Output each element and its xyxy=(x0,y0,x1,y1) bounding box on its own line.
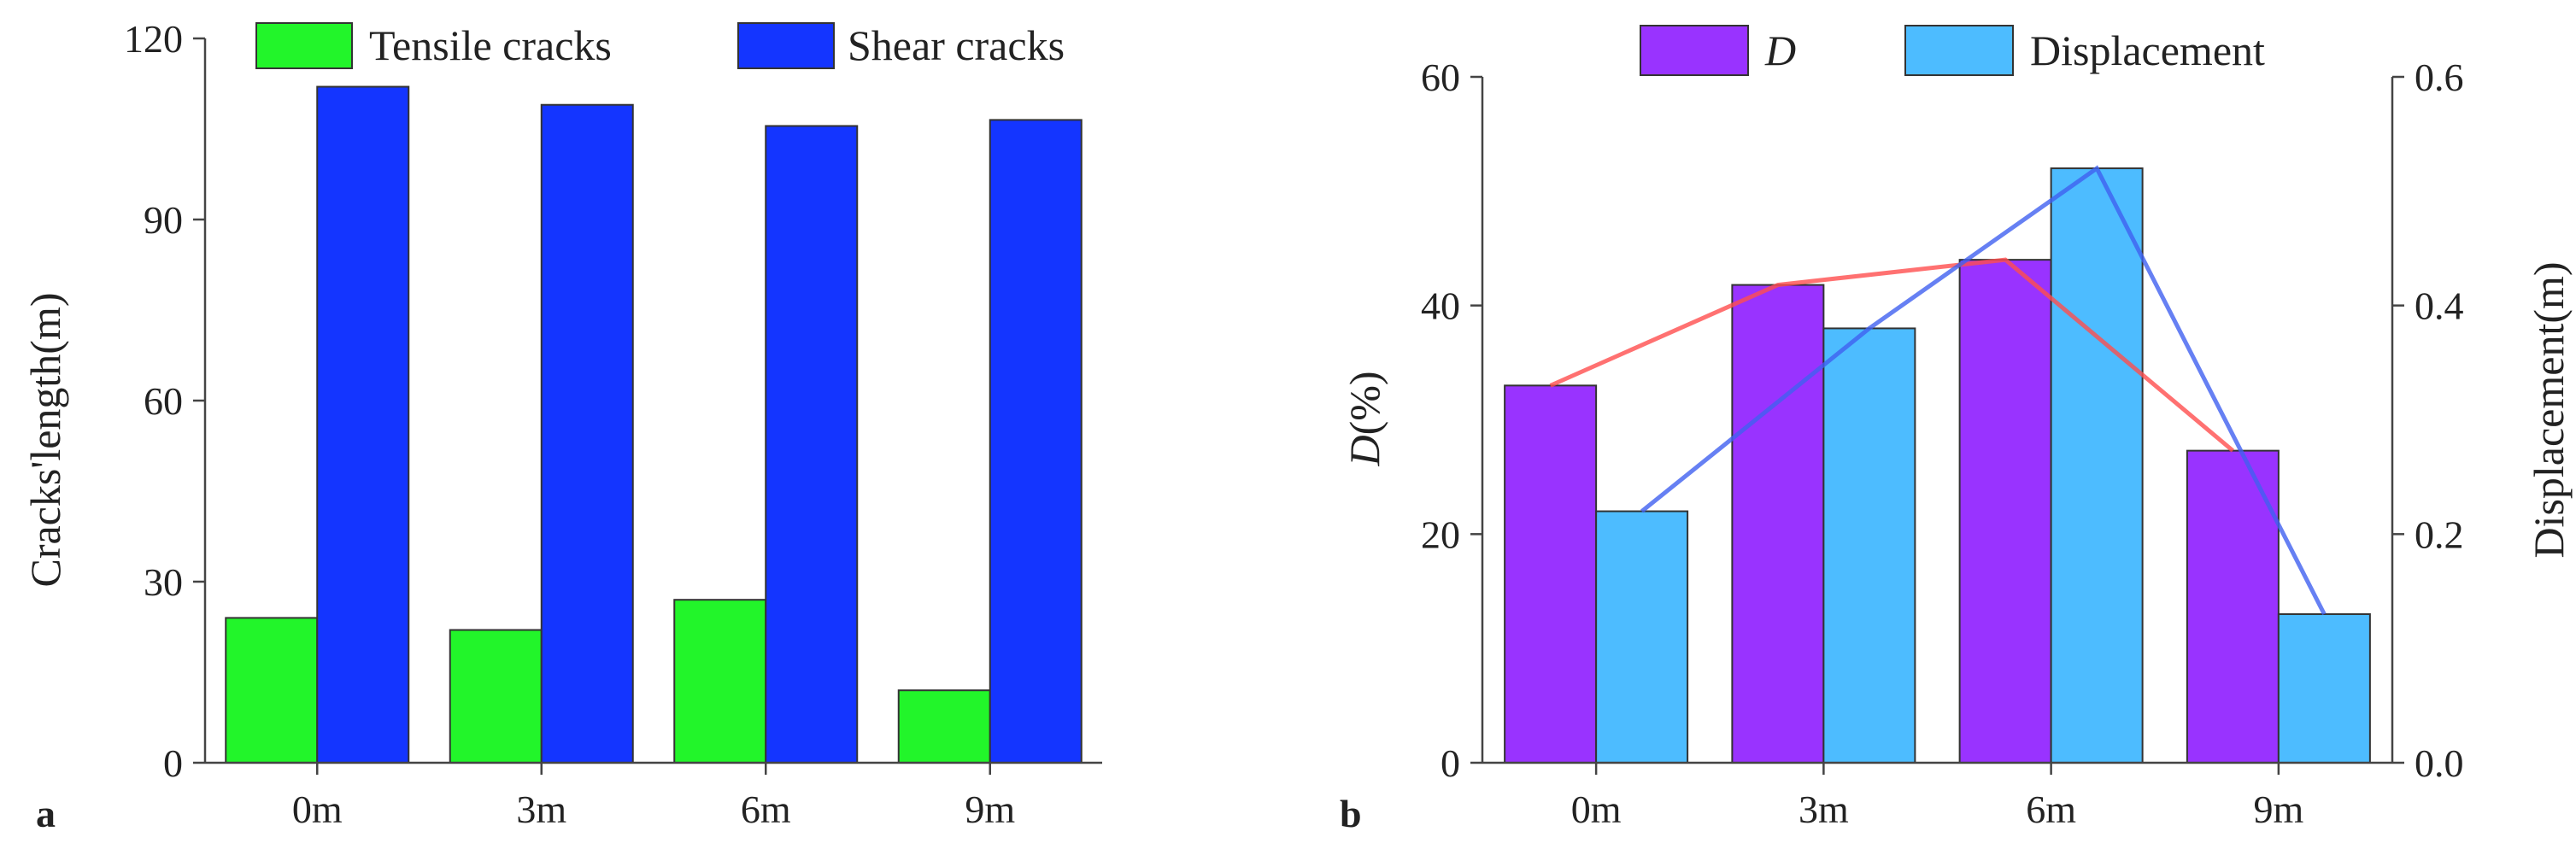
x-tick-label: 9m xyxy=(2253,788,2303,831)
bar-shear-cracks xyxy=(989,119,1083,764)
bar-d xyxy=(2186,449,2280,764)
x-tick-label: 0m xyxy=(1571,788,1622,831)
axes xyxy=(193,37,1102,775)
y-tick-label: 0 xyxy=(163,741,183,785)
x-tick-label: 9m xyxy=(965,788,1015,831)
trend-line-displacement xyxy=(1640,165,2327,616)
y-tick-labels: 0 20 40 60 xyxy=(1421,56,1460,785)
y-tick-label: 40 xyxy=(1421,284,1460,328)
y2-tick-label: 0.2 xyxy=(2415,512,2464,556)
y-tick-label: 0 xyxy=(1441,741,1460,785)
legend-swatch-d xyxy=(1640,25,1749,76)
panel-label-a: a xyxy=(36,792,56,835)
y-tick-label: 90 xyxy=(144,198,183,242)
bar-shear-cracks xyxy=(765,125,859,764)
x-tick-labels: 0m 3m 6m 9m xyxy=(1571,788,2304,831)
legend-label-d: D xyxy=(1764,26,1796,74)
axes xyxy=(1470,75,2404,775)
bar-tensile-cracks xyxy=(449,629,543,764)
bar-shear-cracks xyxy=(316,85,410,764)
y-tick-label: 120 xyxy=(124,17,183,61)
y-tick-label: 60 xyxy=(144,379,183,423)
legend-swatch-tensile xyxy=(255,22,353,69)
bar-d xyxy=(1731,284,1825,764)
y-tick-label: 20 xyxy=(1421,512,1460,556)
bar-shear-cracks xyxy=(540,103,634,764)
bars xyxy=(1504,167,2371,764)
x-tick-label: 0m xyxy=(292,788,343,831)
y-tick-labels: 0 30 60 90 120 xyxy=(124,17,183,785)
bar-tensile-cracks xyxy=(897,689,991,764)
legend-swatch-shear xyxy=(737,22,835,69)
x-tick-label: 6m xyxy=(741,788,791,831)
y-axis-label-symbol: D xyxy=(1341,435,1388,466)
x-tick-label: 3m xyxy=(516,788,566,831)
bar-d xyxy=(1958,259,2052,764)
panel-b: D Displacement D(%) Displacement(m) 0 20… xyxy=(1340,25,2573,835)
trend-line-d xyxy=(1549,257,2234,453)
y2-axis-label: Displacement(m) xyxy=(2525,261,2573,558)
panel-label-b: b xyxy=(1340,792,1362,835)
panel-a: Tensile cracks Shear cracks Cracks'lengt… xyxy=(21,17,1102,835)
bar-tensile-cracks xyxy=(673,599,767,764)
legend-label-displacement: Displacement xyxy=(2030,26,2265,74)
y2-tick-label: 0.6 xyxy=(2415,56,2464,99)
trend-lines xyxy=(1549,165,2327,616)
legend-label-tensile: Tensile cracks xyxy=(369,21,612,69)
x-tick-label: 6m xyxy=(2026,788,2076,831)
legend-swatch-displacement xyxy=(1904,25,2014,76)
x-tick-labels: 0m 3m 6m 9m xyxy=(292,788,1016,831)
y2-tick-label: 0.0 xyxy=(2415,741,2464,785)
y-tick-label: 60 xyxy=(1421,56,1460,99)
x-tick-label: 3m xyxy=(1799,788,1849,831)
bars xyxy=(225,85,1083,764)
bar-displacement xyxy=(1822,327,1916,764)
y-axis-label: Cracks'length(m) xyxy=(21,292,69,587)
bar-d xyxy=(1504,384,1598,764)
bar-tensile-cracks xyxy=(225,617,319,764)
y2-tick-label: 0.4 xyxy=(2415,284,2464,328)
bar-displacement xyxy=(2050,167,2144,764)
bar-displacement xyxy=(2277,613,2371,764)
y-axis-label-unit: (%) xyxy=(1341,371,1388,435)
y-tick-label: 30 xyxy=(144,560,183,604)
legend-label-shear: Shear cracks xyxy=(848,21,1065,69)
y-axis-label: D(%) xyxy=(1341,371,1388,466)
y2-tick-labels: 0.0 0.2 0.4 0.6 xyxy=(2415,56,2464,785)
bar-displacement xyxy=(1595,510,1689,764)
